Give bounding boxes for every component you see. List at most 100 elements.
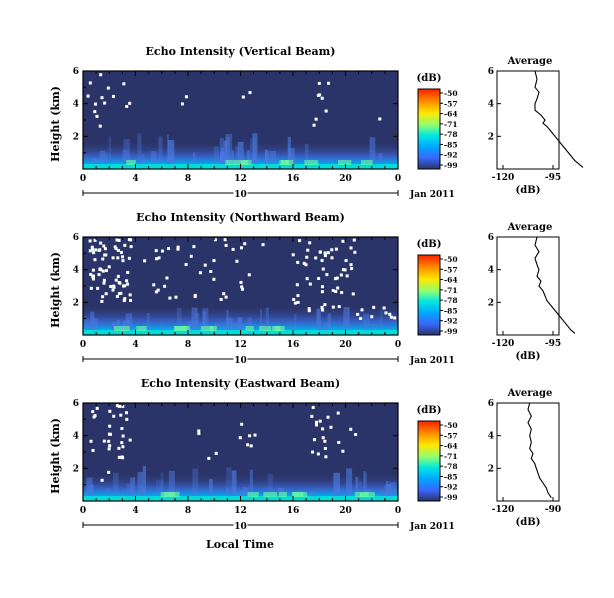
y-tick-label: 2 [73, 464, 79, 474]
missing-data [91, 268, 95, 272]
missing-data [89, 286, 93, 290]
missing-data [107, 439, 111, 443]
missing-data [89, 439, 93, 443]
y-axis-label: Height (km) [49, 252, 62, 328]
missing-data [240, 285, 244, 289]
missing-data [94, 102, 98, 106]
missing-data [389, 315, 393, 319]
echo-plume [130, 477, 135, 501]
missing-data [341, 268, 345, 272]
missing-data [296, 300, 300, 304]
missing-data [213, 238, 217, 242]
echo-plume [202, 311, 206, 335]
missing-data [108, 432, 112, 436]
colorbar-tick-label: -85 [444, 306, 458, 315]
ground-echo [247, 492, 259, 497]
echo-plume [265, 307, 269, 335]
colorbar-tick-label: -71 [444, 286, 458, 295]
ground-echo [126, 160, 136, 165]
ground-echo [361, 160, 373, 165]
missing-data [102, 244, 106, 248]
missing-data [384, 311, 388, 315]
missing-data [121, 434, 125, 438]
missing-data [370, 315, 374, 319]
missing-data [198, 271, 202, 275]
missing-data [99, 241, 103, 245]
echo-plume [260, 308, 263, 335]
missing-data [88, 81, 92, 85]
missing-data [123, 284, 127, 288]
colorbar-tick-label: -71 [444, 120, 458, 129]
missing-data [197, 429, 201, 433]
missing-data [302, 261, 306, 265]
missing-data [129, 298, 133, 302]
ground-echo [136, 326, 147, 331]
y-tick-label: 2 [73, 298, 79, 308]
missing-data [122, 299, 126, 303]
missing-data [143, 259, 147, 263]
echo-plume [264, 149, 268, 169]
ground-echo [209, 326, 217, 331]
missing-data [93, 238, 97, 242]
missing-data [341, 239, 345, 243]
echo-plume [213, 146, 220, 169]
missing-data [248, 91, 252, 95]
missing-data [118, 404, 122, 408]
missing-data [117, 238, 121, 242]
missing-data [323, 439, 327, 443]
ground-echo [291, 492, 304, 497]
missing-data [349, 246, 353, 250]
missing-data [192, 245, 196, 249]
colorbar-label: (dB) [417, 73, 442, 84]
missing-data [154, 249, 158, 253]
x-tick-label: 20 [339, 506, 352, 516]
x-tick-label: 20 [339, 174, 352, 184]
missing-data [93, 110, 97, 114]
missing-data [320, 305, 324, 309]
missing-data [296, 260, 300, 264]
missing-data [90, 248, 94, 252]
missing-data [235, 259, 239, 263]
missing-data [305, 277, 309, 281]
missing-data [307, 309, 311, 313]
missing-data [239, 280, 243, 284]
y-tick-label: 2 [73, 132, 79, 142]
missing-data [337, 440, 341, 444]
echo-plume [142, 466, 146, 501]
x-tick-label: 0 [80, 174, 86, 184]
x-tick-label: 0 [395, 340, 401, 350]
missing-data [378, 117, 382, 121]
echo-plume [161, 323, 164, 335]
panel-2: Echo Intensity (Northward Beam)0 4 8 12 16 20… [49, 211, 576, 366]
echo-plume [99, 150, 106, 169]
ground-echo [364, 492, 375, 497]
missing-data [157, 256, 161, 260]
missing-data [312, 438, 316, 442]
missing-data [298, 239, 302, 243]
echo-plume [146, 312, 150, 335]
missing-data [160, 249, 164, 253]
echo-plume [92, 158, 99, 169]
colorbar [417, 254, 441, 336]
missing-data [108, 444, 112, 448]
x-tick-label: 8 [185, 340, 191, 350]
echo-plume [237, 141, 244, 169]
colorbar-tick-label: -50 [444, 89, 458, 98]
y-tick-label: 4 [73, 100, 79, 110]
missing-data [98, 248, 102, 252]
echo-plume [226, 309, 229, 335]
echo-plume [233, 322, 237, 335]
average-title: Average [507, 56, 553, 67]
missing-data [184, 95, 188, 99]
average-xlabel: (dB) [516, 351, 541, 362]
missing-data [239, 246, 243, 250]
missing-data [114, 278, 118, 282]
echo-plume [194, 312, 200, 335]
missing-data [321, 436, 325, 440]
y-tick-label: 6 [73, 67, 79, 77]
missing-data [104, 269, 108, 273]
missing-data [88, 249, 92, 253]
echo-plume [123, 139, 130, 169]
ground-echo [200, 326, 214, 331]
